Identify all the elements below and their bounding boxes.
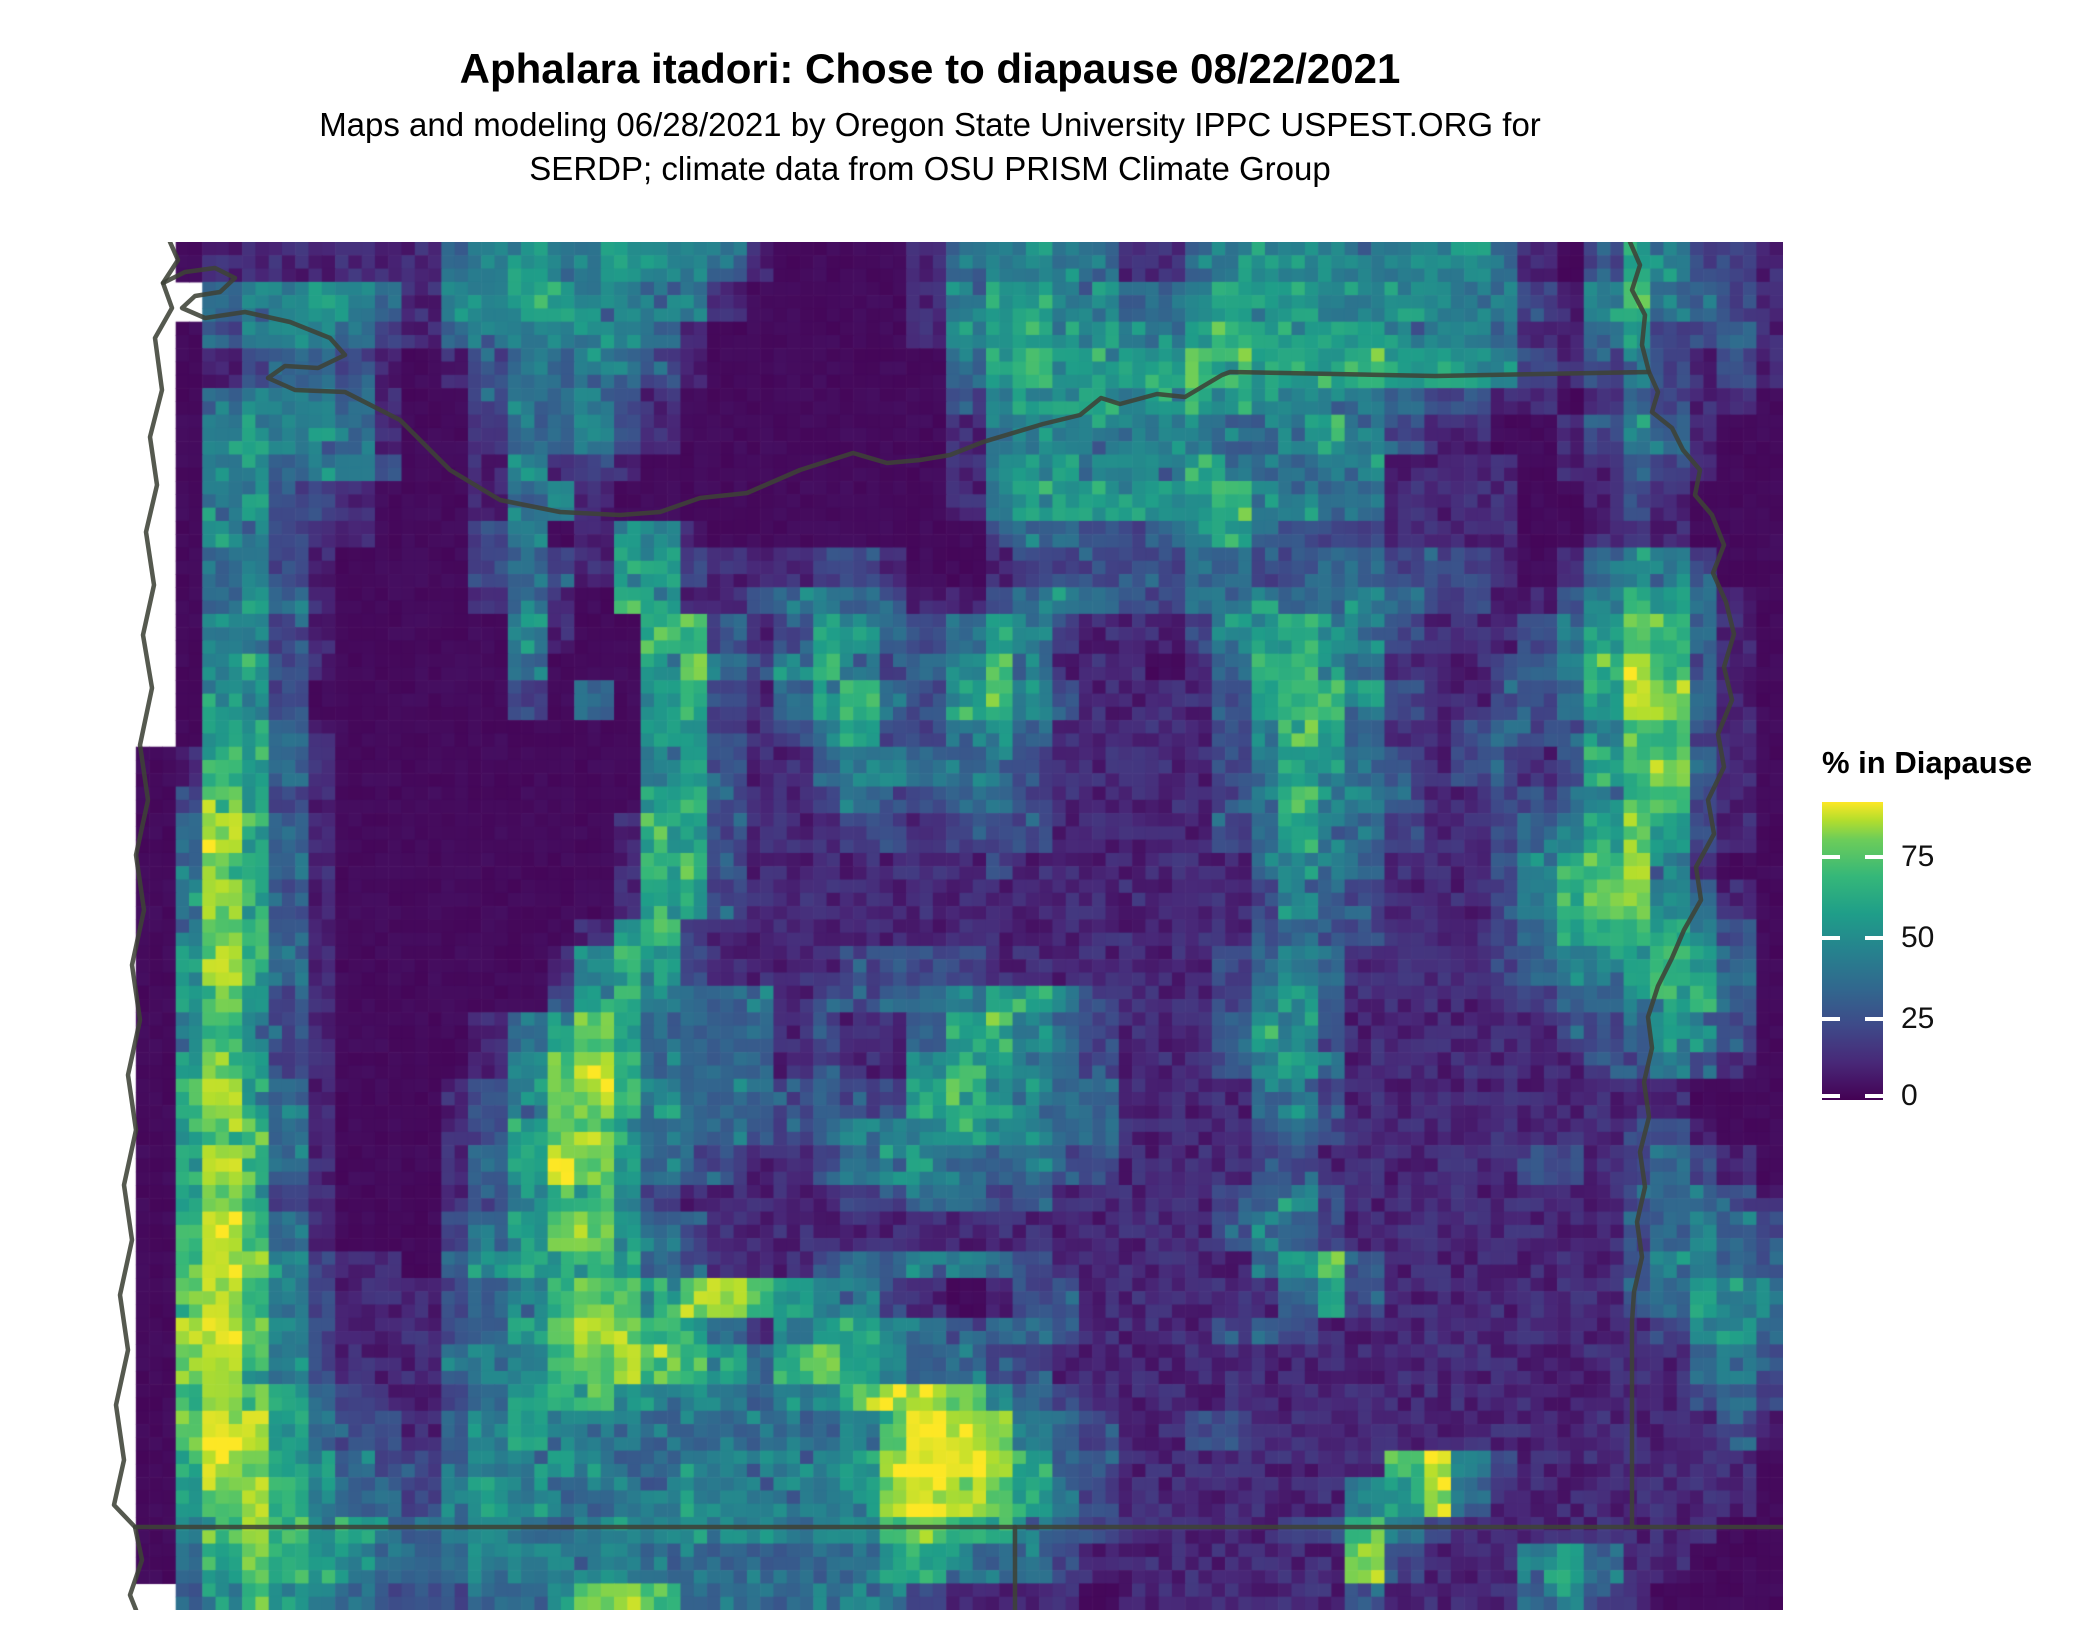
- page-subtitle-line-1: Maps and modeling 06/28/2021 by Oregon S…: [319, 106, 1541, 143]
- page-header: Aphalara itadori: Chose to diapause 08/2…: [150, 44, 1710, 191]
- legend-tick-label: 25: [1901, 1002, 1935, 1036]
- map-raster-canvas: [96, 242, 1783, 1610]
- state-borders-svg: [111, 242, 1783, 1610]
- legend-tick-dash: [1865, 936, 1883, 941]
- legend-tick-dash: [1822, 1094, 1840, 1098]
- map-panel: [96, 242, 1783, 1610]
- legend-colorbar: [1822, 802, 1883, 1100]
- coastline-path: [111, 242, 181, 1610]
- legend-title: % in Diapause: [1822, 745, 2033, 780]
- legend-tick-dash: [1822, 1017, 1840, 1022]
- legend-tick-dash: [1822, 855, 1840, 860]
- page-title: Aphalara itadori: Chose to diapause 08/2…: [459, 45, 1401, 92]
- legend-tick-dash: [1865, 1094, 1883, 1098]
- snake-river-and-east-border-path: [1627, 242, 1737, 1530]
- legend-tick-dash: [1865, 1017, 1883, 1022]
- legend-tick-dash: [1822, 936, 1840, 941]
- legend: % in Diapause 75 50 25 0: [1822, 745, 2100, 1111]
- page-subtitle-line-2: SERDP; climate data from OSU PRISM Clima…: [529, 150, 1331, 187]
- page-subtitle: Maps and modeling 06/28/2021 by Oregon S…: [150, 103, 1710, 191]
- legend-tick-label: 75: [1901, 840, 1935, 874]
- legend-tick-label: 0: [1901, 1079, 1918, 1112]
- legend-tick-dash: [1865, 855, 1883, 860]
- columbia-river-and-north-border-path: [160, 265, 1652, 518]
- legend-colorbar-wrap: 75 50 25 0: [1822, 802, 1934, 1111]
- legend-tick-label: 50: [1901, 921, 1935, 955]
